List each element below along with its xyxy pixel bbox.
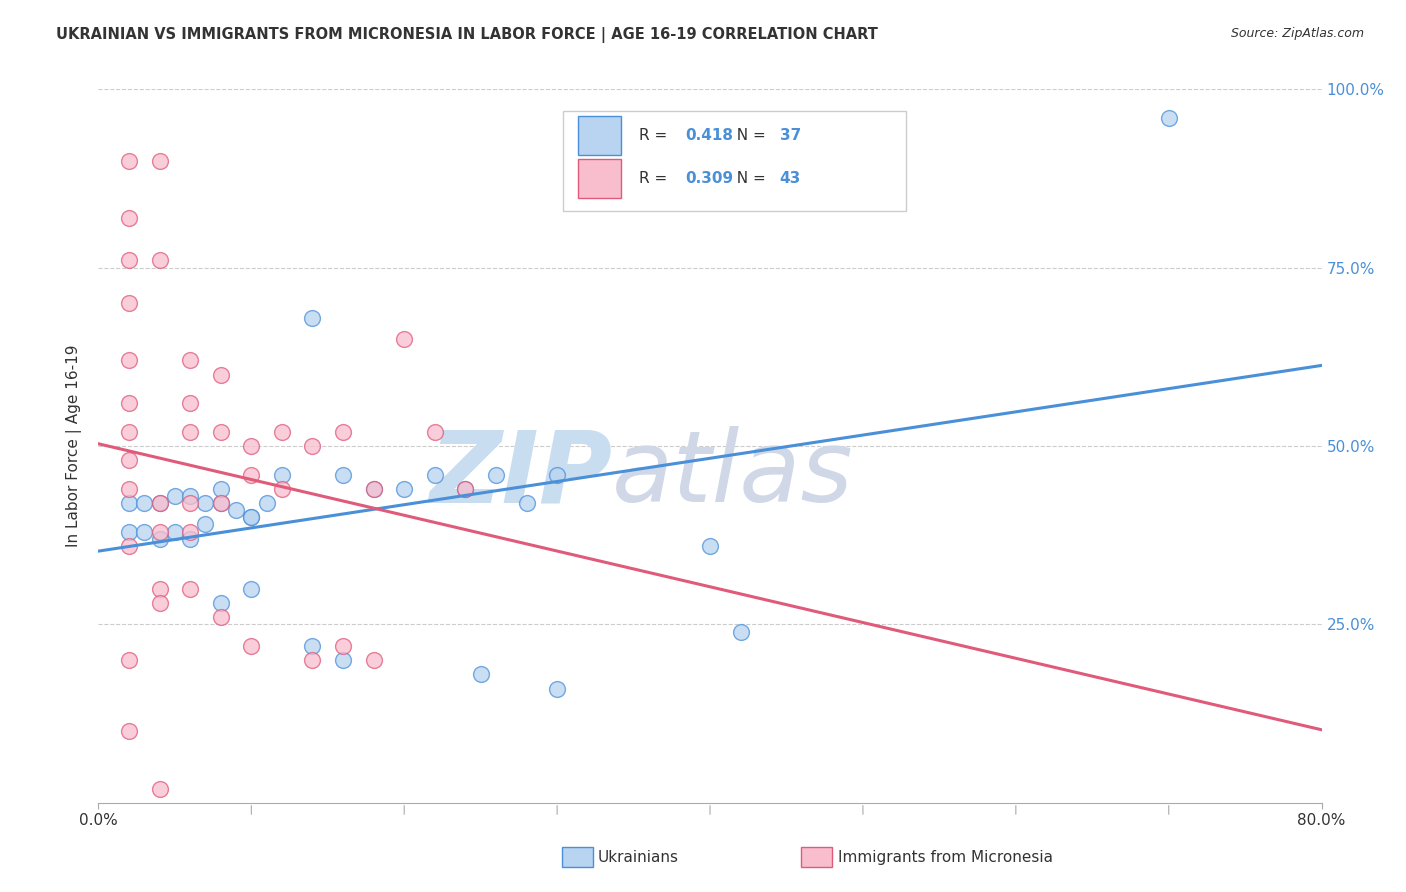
Point: [209, 425, 232, 439]
Point: [332, 653, 354, 667]
Point: [118, 253, 141, 268]
Point: [332, 639, 354, 653]
Point: [699, 539, 721, 553]
Point: [163, 524, 186, 539]
Point: [301, 310, 323, 325]
Point: [179, 425, 201, 439]
Point: [149, 582, 172, 596]
Point: [240, 582, 263, 596]
Point: [149, 153, 172, 168]
Point: [209, 482, 232, 496]
Text: Immigrants from Micronesia: Immigrants from Micronesia: [838, 850, 1053, 864]
Point: [209, 496, 232, 510]
Point: [270, 425, 292, 439]
Text: R =: R =: [640, 171, 672, 186]
Point: [149, 781, 172, 796]
Point: [301, 653, 323, 667]
Point: [240, 439, 263, 453]
Text: UKRAINIAN VS IMMIGRANTS FROM MICRONESIA IN LABOR FORCE | AGE 16-19 CORRELATION C: UKRAINIAN VS IMMIGRANTS FROM MICRONESIA …: [56, 27, 879, 43]
Point: [118, 211, 141, 225]
Point: [179, 489, 201, 503]
Text: 0.309: 0.309: [686, 171, 734, 186]
Point: [118, 353, 141, 368]
Point: [209, 496, 232, 510]
Point: [209, 368, 232, 382]
Point: [240, 510, 263, 524]
Point: [423, 467, 446, 482]
Point: [194, 496, 217, 510]
Point: [118, 524, 141, 539]
Point: [730, 624, 752, 639]
Text: 37: 37: [780, 128, 801, 143]
Point: [546, 467, 568, 482]
Point: [470, 667, 492, 681]
Point: [118, 425, 141, 439]
Point: [454, 482, 477, 496]
Text: ZIP: ZIP: [429, 426, 612, 523]
FancyBboxPatch shape: [578, 116, 620, 155]
Y-axis label: In Labor Force | Age 16-19: In Labor Force | Age 16-19: [66, 344, 83, 548]
Point: [194, 517, 217, 532]
Point: [454, 482, 477, 496]
Point: [149, 596, 172, 610]
Point: [301, 639, 323, 653]
Point: [363, 482, 385, 496]
Point: [118, 453, 141, 467]
Point: [209, 596, 232, 610]
Point: [332, 425, 354, 439]
Point: [392, 482, 416, 496]
Point: [149, 496, 172, 510]
Text: Ukrainians: Ukrainians: [598, 850, 679, 864]
Point: [546, 681, 568, 696]
Point: [516, 496, 538, 510]
Point: [179, 582, 201, 596]
Point: [270, 482, 292, 496]
Point: [240, 510, 263, 524]
Point: [240, 467, 263, 482]
Point: [270, 467, 292, 482]
Text: N =: N =: [727, 171, 770, 186]
Point: [179, 353, 201, 368]
Point: [179, 396, 201, 410]
Point: [423, 425, 446, 439]
Point: [134, 496, 156, 510]
Point: [392, 332, 416, 346]
Point: [149, 532, 172, 546]
Point: [363, 653, 385, 667]
Point: [240, 639, 263, 653]
Point: [179, 496, 201, 510]
Point: [118, 396, 141, 410]
FancyBboxPatch shape: [564, 111, 905, 211]
Point: [485, 467, 508, 482]
Point: [118, 482, 141, 496]
Point: [209, 610, 232, 624]
Text: atlas: atlas: [612, 426, 853, 523]
Text: R =: R =: [640, 128, 672, 143]
Point: [149, 496, 172, 510]
Point: [149, 253, 172, 268]
FancyBboxPatch shape: [578, 159, 620, 198]
Text: Source: ZipAtlas.com: Source: ZipAtlas.com: [1230, 27, 1364, 40]
Point: [149, 524, 172, 539]
Point: [163, 489, 186, 503]
Point: [118, 153, 141, 168]
Text: 43: 43: [780, 171, 801, 186]
Text: N =: N =: [727, 128, 770, 143]
Point: [301, 439, 323, 453]
Point: [1157, 111, 1180, 125]
Point: [225, 503, 247, 517]
Point: [118, 496, 141, 510]
Point: [118, 653, 141, 667]
Point: [332, 467, 354, 482]
Point: [118, 539, 141, 553]
Point: [363, 482, 385, 496]
Point: [179, 532, 201, 546]
Point: [179, 524, 201, 539]
Point: [118, 724, 141, 739]
Text: 0.418: 0.418: [686, 128, 734, 143]
Point: [118, 296, 141, 310]
Point: [134, 524, 156, 539]
Point: [256, 496, 278, 510]
